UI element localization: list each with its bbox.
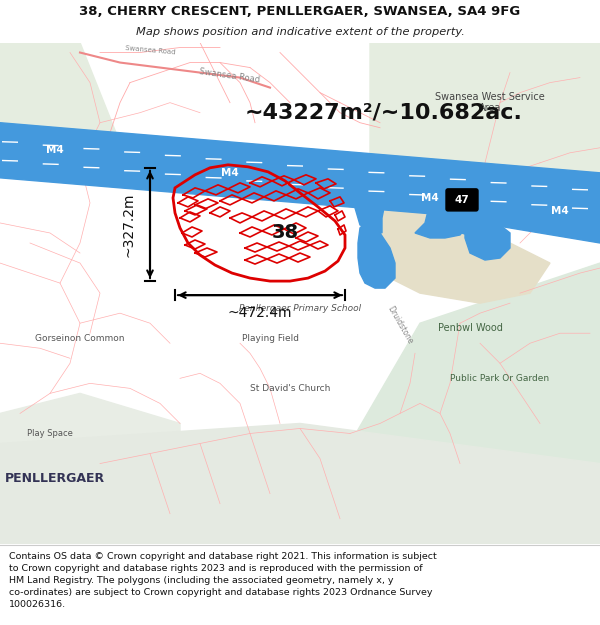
- Text: M4: M4: [221, 168, 239, 178]
- Text: 38: 38: [271, 224, 299, 243]
- Text: Swansea Road: Swansea Road: [125, 45, 175, 56]
- Polygon shape: [360, 203, 550, 303]
- Text: ~43227m²/~10.682ac.: ~43227m²/~10.682ac.: [245, 102, 523, 122]
- Polygon shape: [455, 213, 495, 235]
- Text: ~472.4m: ~472.4m: [228, 306, 292, 320]
- Polygon shape: [0, 122, 600, 228]
- Polygon shape: [370, 42, 600, 183]
- Polygon shape: [358, 221, 395, 288]
- Text: St David's Church: St David's Church: [250, 384, 330, 393]
- Text: Gorseinon Common: Gorseinon Common: [35, 334, 125, 342]
- FancyBboxPatch shape: [446, 189, 478, 211]
- Text: Public Park Or Garden: Public Park Or Garden: [451, 374, 550, 383]
- Text: PENLLERGAER: PENLLERGAER: [5, 472, 105, 485]
- Text: Swansea Road: Swansea Road: [199, 67, 261, 84]
- Polygon shape: [0, 393, 180, 544]
- Text: Druidstone: Druidstone: [386, 304, 415, 345]
- Text: Play Space: Play Space: [27, 429, 73, 438]
- Text: ~327.2m: ~327.2m: [121, 192, 135, 258]
- Text: M4: M4: [46, 145, 64, 155]
- Text: Map shows position and indicative extent of the property.: Map shows position and indicative extent…: [136, 27, 464, 37]
- Text: Swansea West Service
Area: Swansea West Service Area: [435, 92, 545, 114]
- Text: Penllergaer Primary School: Penllergaer Primary School: [239, 304, 361, 312]
- Text: 38, CHERRY CRESCENT, PENLLERGAER, SWANSEA, SA4 9FG: 38, CHERRY CRESCENT, PENLLERGAER, SWANSE…: [79, 6, 521, 18]
- Polygon shape: [465, 225, 510, 260]
- Text: M4: M4: [421, 193, 439, 203]
- Polygon shape: [355, 161, 470, 238]
- Polygon shape: [350, 263, 600, 544]
- Text: Contains OS data © Crown copyright and database right 2021. This information is : Contains OS data © Crown copyright and d…: [9, 552, 437, 609]
- Text: 47: 47: [455, 195, 469, 205]
- Polygon shape: [0, 42, 120, 162]
- Polygon shape: [0, 424, 600, 544]
- Polygon shape: [480, 173, 600, 243]
- Text: Penbwl Wood: Penbwl Wood: [437, 323, 502, 333]
- Text: M4: M4: [551, 206, 569, 216]
- Text: Playing Field: Playing Field: [241, 334, 299, 342]
